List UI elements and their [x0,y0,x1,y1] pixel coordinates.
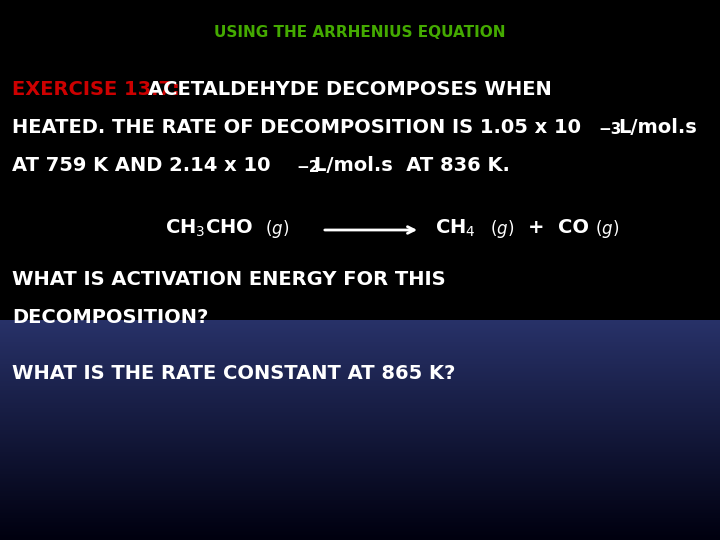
Text: $(g)$: $(g)$ [490,218,514,240]
Text: −3: −3 [598,122,621,137]
Text: DECOMPOSITION?: DECOMPOSITION? [12,308,208,327]
Text: ACETALDEHYDE DECOMPOSES WHEN: ACETALDEHYDE DECOMPOSES WHEN [148,80,552,99]
Text: WHAT IS ACTIVATION ENERGY FOR THIS: WHAT IS ACTIVATION ENERGY FOR THIS [12,270,446,289]
Text: $(g)$: $(g)$ [595,218,619,240]
Text: WHAT IS THE RATE CONSTANT AT 865 K?: WHAT IS THE RATE CONSTANT AT 865 K? [12,364,455,383]
Text: USING THE ARRHENIUS EQUATION: USING THE ARRHENIUS EQUATION [215,25,505,40]
Text: $(g)$: $(g)$ [265,218,289,240]
Text: CH$_4$: CH$_4$ [435,218,476,239]
Text: EXERCISE 13.7:: EXERCISE 13.7: [12,80,180,99]
Text: AT 759 K AND 2.14 x 10: AT 759 K AND 2.14 x 10 [12,156,271,175]
Text: −2: −2 [296,160,320,175]
Text: CH$_3$CHO: CH$_3$CHO [165,218,253,239]
Text: HEATED. THE RATE OF DECOMPOSITION IS 1.05 x 10: HEATED. THE RATE OF DECOMPOSITION IS 1.0… [12,118,581,137]
Text: L/mol.s  AT 836 K.: L/mol.s AT 836 K. [314,156,510,175]
Text: L/mol.s: L/mol.s [618,118,697,137]
Text: +  CO: + CO [528,218,589,237]
